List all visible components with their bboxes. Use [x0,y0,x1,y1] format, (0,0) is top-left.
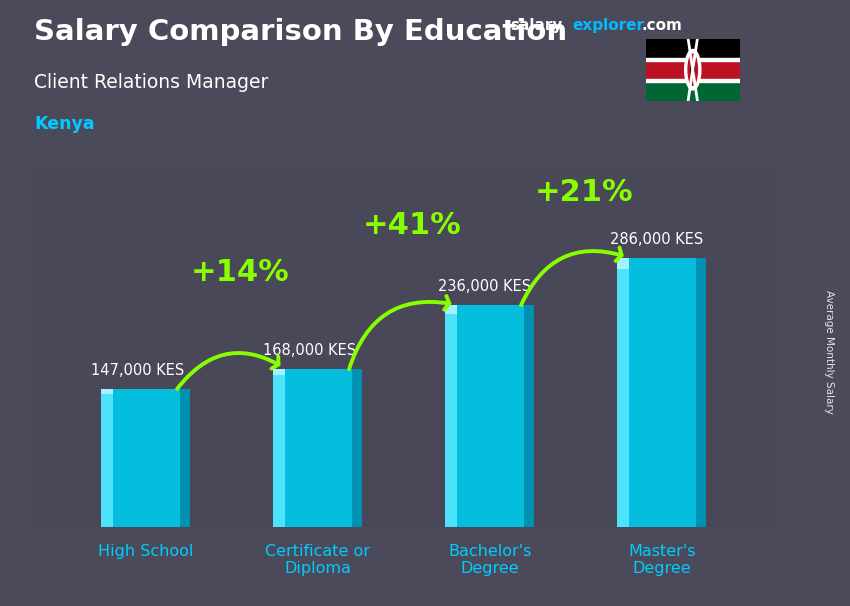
Bar [646,58,740,61]
Bar [445,305,535,527]
Text: Kenya: Kenya [34,115,94,133]
Bar [695,258,706,527]
Bar [617,258,629,527]
Bar [646,80,740,101]
Bar [179,389,190,527]
Text: 236,000 KES: 236,000 KES [438,279,531,294]
Text: explorer: explorer [572,18,644,33]
Text: +41%: +41% [363,211,462,240]
Text: Salary Comparison By Education: Salary Comparison By Education [34,18,567,46]
Text: +21%: +21% [535,178,633,207]
Bar [101,389,190,527]
Ellipse shape [684,50,701,90]
FancyArrowPatch shape [177,353,279,389]
Ellipse shape [691,61,694,79]
Text: Average Monthly Salary: Average Monthly Salary [824,290,834,413]
Bar [524,305,535,527]
Bar [646,59,740,80]
Bar [273,369,285,376]
Bar [273,369,362,527]
Text: +14%: +14% [191,258,290,287]
Text: 168,000 KES: 168,000 KES [263,343,356,358]
Text: Client Relations Manager: Client Relations Manager [34,73,269,92]
Bar [101,389,113,395]
Bar [445,305,456,314]
Text: salary: salary [510,18,563,33]
Bar [352,369,362,527]
Bar [617,258,629,269]
Bar [273,369,285,527]
Text: 286,000 KES: 286,000 KES [610,232,703,247]
FancyArrowPatch shape [349,296,450,369]
FancyArrowPatch shape [521,248,621,305]
Bar [646,79,740,82]
Bar [617,258,706,527]
Bar [101,389,113,527]
Bar [646,39,740,59]
Text: .com: .com [642,18,683,33]
Ellipse shape [688,54,697,85]
Bar [445,305,456,527]
Text: 147,000 KES: 147,000 KES [91,362,184,378]
